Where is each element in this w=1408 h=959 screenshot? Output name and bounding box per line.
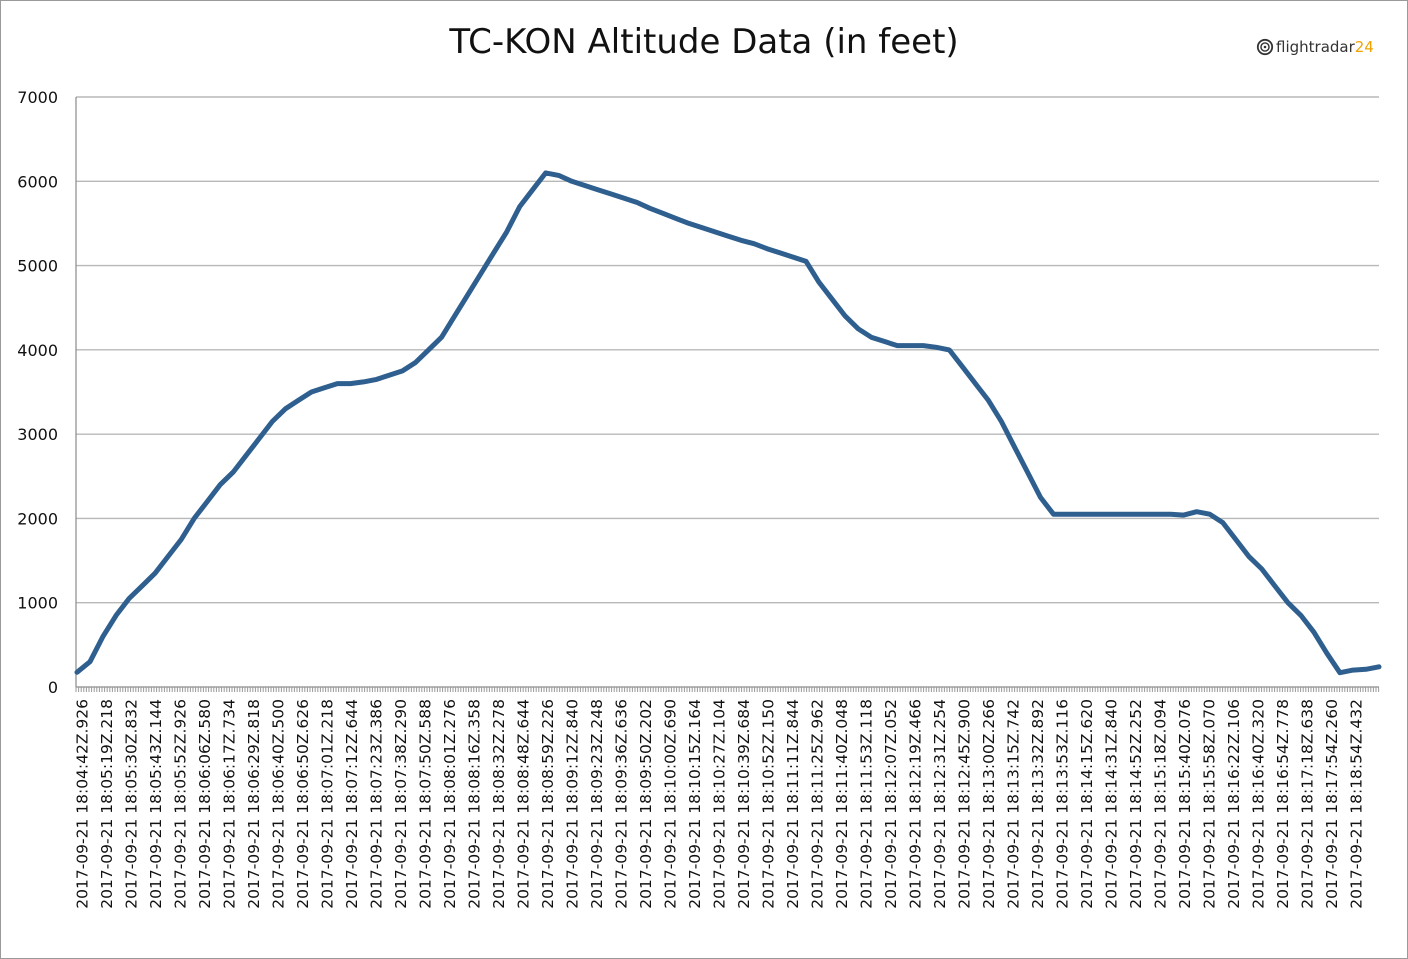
x-tick-label: 2017-09-21 18:05:30Z.832 — [123, 699, 141, 909]
x-tick-label: 2017-09-21 18:11:25Z.962 — [809, 699, 827, 909]
x-tick-label: 2017-09-21 18:17:18Z.638 — [1299, 699, 1317, 909]
x-tick-label: 2017-09-21 18:13:15Z.742 — [1005, 699, 1023, 909]
x-tick-label: 2017-09-21 18:14:52Z.252 — [1127, 699, 1145, 909]
y-tick-label: 0 — [48, 678, 58, 697]
x-tick-label: 2017-09-21 18:12:19Z.466 — [907, 699, 925, 909]
x-tick-label: 2017-09-21 18:13:53Z.116 — [1054, 699, 1072, 909]
x-tick-label: 2017-09-21 18:10:52Z.150 — [760, 699, 778, 909]
x-tick-label: 2017-09-21 18:16:22Z.106 — [1225, 699, 1243, 909]
x-tick-label: 2017-09-21 18:11:53Z.118 — [858, 699, 876, 909]
y-tick-label: 5000 — [17, 257, 58, 276]
x-minor-ticks — [75, 687, 1380, 692]
x-tick-label: 2017-09-21 18:07:12Z.644 — [343, 699, 361, 909]
x-tick-label: 2017-09-21 18:12:31Z.254 — [931, 699, 949, 909]
x-tick-label: 2017-09-21 18:16:40Z.320 — [1250, 699, 1268, 909]
x-tick-label: 2017-09-21 18:06:06Z.580 — [196, 699, 214, 909]
x-tick-label: 2017-09-21 18:06:29Z.818 — [245, 699, 263, 909]
x-tick-label: 2017-09-21 18:12:45Z.900 — [956, 699, 974, 909]
x-tick-label: 2017-09-21 18:11:40Z.048 — [833, 699, 851, 909]
chart-title: TC-KON Altitude Data (in feet) — [449, 22, 959, 62]
x-tick-label: 2017-09-21 18:09:12Z.840 — [564, 699, 582, 909]
flightradar-radar-icon — [1256, 38, 1274, 56]
x-tick-label: 2017-09-21 18:16:54Z.778 — [1274, 699, 1292, 909]
x-tick-label: 2017-09-21 18:15:18Z.094 — [1152, 699, 1170, 909]
x-tick-label: 2017-09-21 18:15:40Z.076 — [1176, 699, 1194, 909]
x-tick-label: 2017-09-21 18:18:54Z.432 — [1348, 699, 1366, 909]
x-tick-label: 2017-09-21 18:07:23Z.386 — [368, 699, 386, 909]
x-tick-label: 2017-09-21 18:09:36Z.636 — [613, 699, 631, 909]
x-tick-label: 2017-09-21 18:12:07Z.052 — [882, 699, 900, 909]
logo-text: flightradar — [1276, 38, 1355, 56]
x-tick-label: 2017-09-21 18:05:19Z.218 — [98, 699, 116, 909]
x-tick-label: 2017-09-21 18:08:32Z.278 — [490, 699, 508, 909]
x-tick-label: 2017-09-21 18:07:01Z.218 — [319, 699, 337, 909]
gridlines — [76, 96, 1379, 604]
x-tick-label: 2017-09-21 18:10:39Z.684 — [735, 699, 753, 909]
x-tick-label: 2017-09-21 18:17:54Z.260 — [1323, 699, 1341, 909]
x-tick-label: 2017-09-21 18:06:17Z.734 — [221, 699, 239, 909]
x-tick-label: 2017-09-21 18:15:58Z.070 — [1201, 699, 1219, 909]
x-tick-label: 2017-09-21 18:10:27Z.104 — [711, 699, 729, 909]
x-tick-label: 2017-09-21 18:05:43Z.144 — [147, 699, 165, 909]
x-tick-label: 2017-09-21 18:08:01Z.276 — [441, 699, 459, 909]
x-tick-label: 2017-09-21 18:13:00Z.266 — [980, 699, 998, 909]
x-tick-label: 2017-09-21 18:06:40Z.500 — [270, 699, 288, 909]
x-tick-label: 2017-09-21 18:07:38Z.290 — [392, 699, 410, 909]
logo-number: 24 — [1354, 38, 1374, 56]
x-tick-label: 2017-09-21 18:10:00Z.690 — [662, 699, 680, 909]
x-axis: 2017-09-21 18:04:42Z.926 2017-09-21 18:05… — [74, 686, 1380, 909]
flightradar24-logo: flightradar 24 — [1256, 34, 1374, 60]
x-tick-label: 2017-09-21 18:04:42Z.926 — [74, 699, 92, 909]
x-tick-label: 2017-09-21 18:14:15Z.620 — [1078, 699, 1096, 909]
altitude-line — [74, 170, 1382, 676]
x-tick-label: 2017-09-21 18:11:11Z.844 — [784, 699, 802, 909]
x-tick-label: 2017-09-21 18:05:52Z.926 — [172, 699, 190, 909]
y-tick-label: 2000 — [17, 509, 58, 528]
series-layer — [74, 170, 1382, 676]
x-tick-label: 2017-09-21 18:14:31Z.840 — [1103, 699, 1121, 909]
x-tick-label: 2017-09-21 18:09:23Z.248 — [588, 699, 606, 909]
x-tick-label: 2017-09-21 18:08:16Z.358 — [466, 699, 484, 909]
x-tick-label: 2017-09-21 18:08:59Z.226 — [539, 699, 557, 909]
y-tick-label: 4000 — [17, 341, 58, 360]
y-tick-label: 3000 — [17, 425, 58, 444]
x-tick-label: 2017-09-21 18:08:48Z.644 — [515, 699, 533, 909]
x-tick-label: 2017-09-21 18:10:15Z.164 — [686, 699, 704, 909]
x-tick-label: 2017-09-21 18:09:50Z.202 — [637, 699, 655, 909]
y-tick-label: 1000 — [17, 594, 58, 613]
y-tick-label: 6000 — [17, 172, 58, 191]
x-tick-label: 2017-09-21 18:06:50Z.626 — [294, 699, 312, 909]
y-tick-label: 7000 — [17, 88, 58, 107]
x-tick-label: 2017-09-21 18:13:32Z.892 — [1029, 699, 1047, 909]
y-axis: 0 1000 2000 3000 4000 5000 6000 7000 — [17, 88, 77, 697]
x-tick-label: 2017-09-21 18:07:50Z.588 — [417, 699, 435, 909]
